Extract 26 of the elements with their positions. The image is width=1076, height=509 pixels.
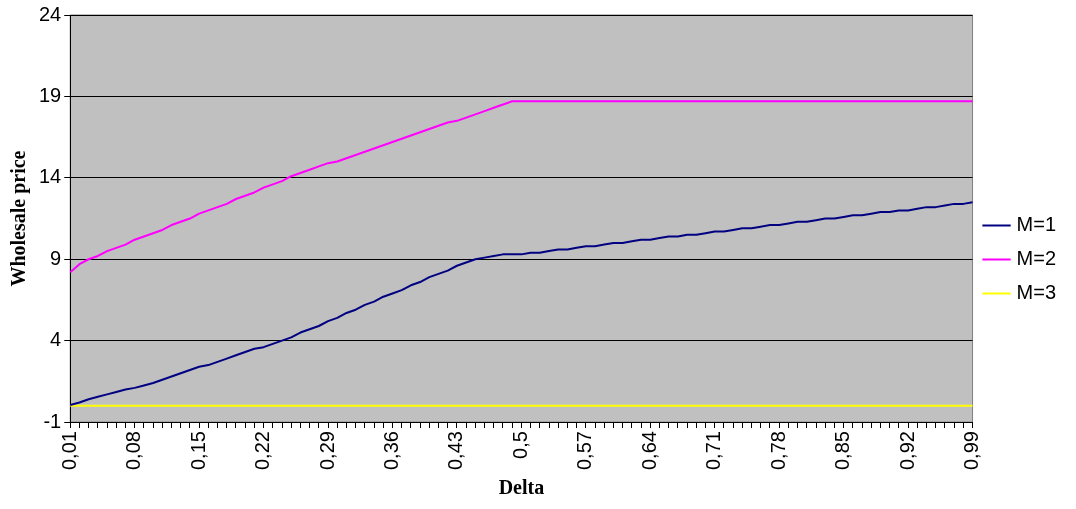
x-tick-label: 0,29 <box>315 431 338 471</box>
y-tick-label: 14 <box>39 165 62 188</box>
legend-label: M=1 <box>1016 213 1057 236</box>
x-tick-label: 0,71 <box>702 431 725 471</box>
x-tick-label: 0,5 <box>508 431 531 459</box>
x-tick-label: 0,08 <box>122 431 145 471</box>
x-tick-label: 0,15 <box>186 431 209 471</box>
x-tick-label: 0,78 <box>766 431 789 471</box>
x-tick-label: 0,22 <box>251 431 274 471</box>
y-tick-label: 24 <box>39 2 62 25</box>
x-tick-label: 0,01 <box>57 431 80 471</box>
x-tick-label: 0,43 <box>444 431 467 471</box>
y-tick-label: 4 <box>50 328 62 351</box>
x-tick-label: 0,36 <box>380 431 403 471</box>
y-tick-label: -1 <box>43 409 62 432</box>
x-tick-label: 0,99 <box>960 431 983 471</box>
x-tick-label: 0,92 <box>895 431 918 471</box>
x-tick-label: 0,57 <box>573 431 596 471</box>
x-tick-label: 0,85 <box>831 431 854 471</box>
x-axis-title: Delta <box>498 476 545 499</box>
y-axis-title: Wholesale price <box>7 150 31 287</box>
y-tick-label: 9 <box>50 246 62 269</box>
legend-label: M=3 <box>1016 281 1057 304</box>
legend-label: M=2 <box>1016 247 1057 270</box>
y-tick-label: 19 <box>39 83 62 106</box>
x-tick-label: 0,64 <box>637 431 660 471</box>
